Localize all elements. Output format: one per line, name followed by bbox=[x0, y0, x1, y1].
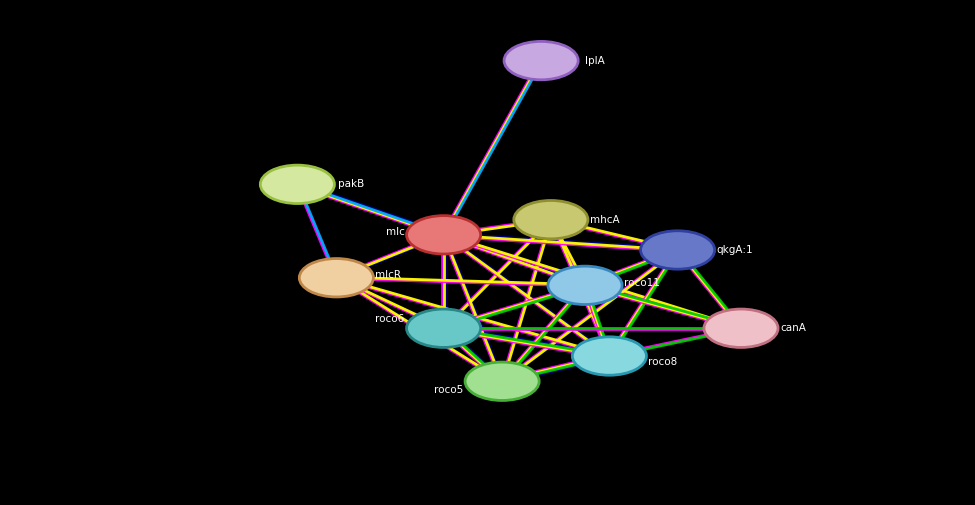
Circle shape bbox=[407, 309, 481, 347]
Text: pakB: pakB bbox=[338, 179, 365, 189]
Text: lplA: lplA bbox=[585, 56, 604, 66]
Circle shape bbox=[572, 337, 646, 375]
Text: roco8: roco8 bbox=[648, 357, 678, 367]
Text: qkgA:1: qkgA:1 bbox=[717, 245, 754, 255]
Text: mhcA: mhcA bbox=[590, 215, 619, 225]
Circle shape bbox=[407, 216, 481, 254]
Circle shape bbox=[514, 200, 588, 239]
Text: mlcR: mlcR bbox=[375, 270, 402, 280]
Circle shape bbox=[641, 231, 715, 269]
Circle shape bbox=[548, 266, 622, 305]
Text: roco6: roco6 bbox=[375, 314, 405, 324]
Circle shape bbox=[704, 309, 778, 347]
Circle shape bbox=[504, 41, 578, 80]
Circle shape bbox=[299, 259, 373, 297]
Circle shape bbox=[465, 362, 539, 400]
Text: canA: canA bbox=[780, 323, 806, 333]
Text: mlc: mlc bbox=[386, 227, 405, 237]
Text: roco11: roco11 bbox=[624, 278, 660, 288]
Text: roco5: roco5 bbox=[434, 385, 463, 395]
Circle shape bbox=[260, 165, 334, 204]
